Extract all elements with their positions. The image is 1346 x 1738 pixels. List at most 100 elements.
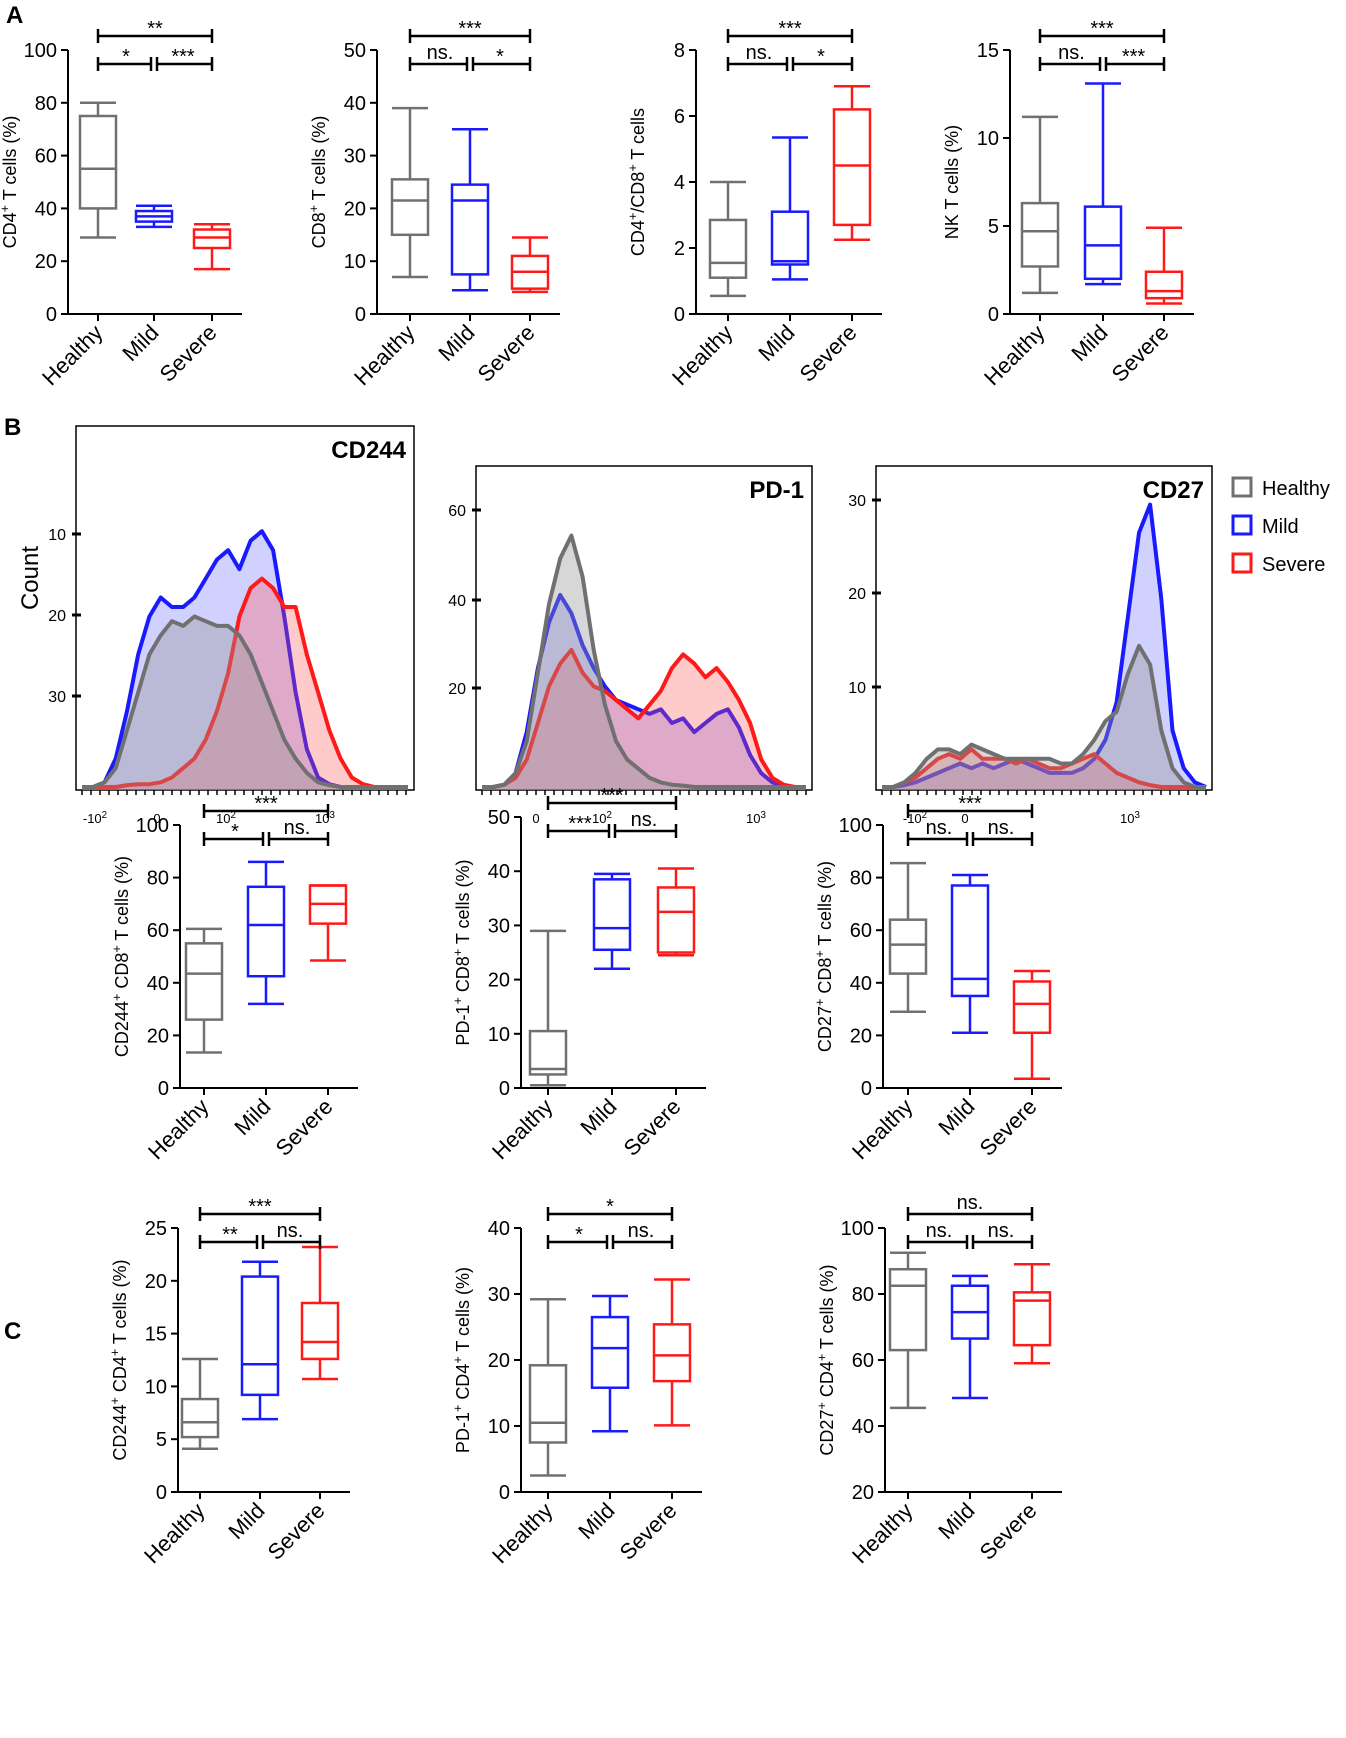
x-tick-label: Healthy xyxy=(487,1498,557,1568)
y-tick-label: 100 xyxy=(839,815,872,837)
y-axis-label: PD-1+ CD4+ T cells (%) xyxy=(451,1267,473,1453)
y-tick-label: 100 xyxy=(24,40,57,62)
legend-swatch-severe xyxy=(1231,552,1253,574)
histogram-title: CD244 xyxy=(331,437,406,464)
y-tick-label: 10 xyxy=(145,1376,167,1398)
box-healthy xyxy=(528,929,568,1087)
box-healthy xyxy=(390,106,430,279)
y-tick-label: 100 xyxy=(136,815,169,837)
y-tick-label: 20 xyxy=(35,251,57,273)
y-axis-label: CD8+ T cells (%) xyxy=(307,116,329,249)
y-tick-label: 30 xyxy=(48,689,66,706)
y-tick-label: 0 xyxy=(46,304,57,326)
box-severe xyxy=(832,85,872,241)
x-tick-label: 103 xyxy=(746,810,766,827)
box-iqr xyxy=(832,108,872,227)
y-tick-label: 80 xyxy=(852,1284,874,1306)
series-fill-mild xyxy=(882,504,1206,790)
y-tick-label: 60 xyxy=(35,146,57,168)
x-tick-label: Mild xyxy=(753,320,799,366)
y-tick-label: 40 xyxy=(35,198,57,220)
box-severe xyxy=(192,222,232,271)
box-severe xyxy=(652,1278,692,1427)
series-fill-severe xyxy=(482,649,806,790)
sig-label-right: *** xyxy=(171,46,195,68)
box-mild xyxy=(770,136,810,281)
y-tick-label: 4 xyxy=(674,172,685,194)
legend-label-healthy: Healthy xyxy=(1262,478,1330,500)
box-iqr xyxy=(1083,205,1123,281)
x-tick-label: Severe xyxy=(975,1498,1042,1565)
x-tick-label: 102 xyxy=(216,810,236,827)
sig-label-top: *** xyxy=(248,1196,272,1218)
box-iqr xyxy=(656,886,696,954)
significance-brackets xyxy=(546,796,678,838)
y-tick-label: 30 xyxy=(848,493,866,510)
box-iqr xyxy=(652,1323,692,1383)
box-iqr xyxy=(246,885,286,978)
x-tick-label: 103 xyxy=(315,810,335,827)
box-iqr xyxy=(1012,980,1052,1035)
x-tick-label: Mild xyxy=(1066,320,1112,366)
histogram-h1: 10 20 30 -102 0 102 103 CD244 xyxy=(48,425,415,827)
x-tick-label: Healthy xyxy=(979,320,1049,390)
series-line-severe xyxy=(482,647,806,789)
box-iqr xyxy=(390,178,430,237)
significance-brackets xyxy=(726,29,854,71)
sig-label-left: *** xyxy=(568,813,592,835)
sig-label-left: ns. xyxy=(746,42,773,64)
sig-label-top: *** xyxy=(600,785,624,807)
x-tick-label: Severe xyxy=(795,320,862,387)
y-tick-label: 80 xyxy=(850,868,872,890)
series-line-healthy xyxy=(482,533,806,789)
y-axis-label: CD4+/CD8+ T cells xyxy=(626,108,648,256)
sig-label-left: * xyxy=(122,46,130,68)
y-tick-label: 60 xyxy=(448,503,466,520)
x-tick-label: Severe xyxy=(1107,320,1174,387)
y-tick-label: 40 xyxy=(147,973,169,995)
box-severe xyxy=(1012,1263,1052,1365)
box-iqr xyxy=(1144,270,1184,300)
y-tick-label: 0 xyxy=(674,304,685,326)
y-tick-label: 0 xyxy=(499,1078,510,1100)
y-tick-label: 0 xyxy=(499,1482,510,1504)
x-tick-label: Healthy xyxy=(667,320,737,390)
legend: Healthy Mild Severe xyxy=(1231,476,1330,576)
x-tick-label: Healthy xyxy=(37,320,107,390)
box-mild xyxy=(592,872,632,971)
x-tick-label: 0 xyxy=(961,811,968,826)
x-tick-label: Severe xyxy=(263,1498,330,1565)
sig-label-right: * xyxy=(817,46,825,68)
sig-label-top: *** xyxy=(254,793,278,815)
y-tick-label: 60 xyxy=(850,920,872,942)
sig-label-top: ns. xyxy=(957,1192,984,1214)
sig-label-left: ns. xyxy=(1058,42,1085,64)
sig-label-top: ** xyxy=(147,18,163,40)
histogram-title: CD27 xyxy=(1143,477,1204,504)
x-tick-label: Mild xyxy=(933,1094,979,1140)
legend-label-severe: Severe xyxy=(1262,554,1325,576)
box-iqr xyxy=(590,1315,630,1389)
box-iqr xyxy=(300,1301,340,1361)
y-axis-label: PD-1+ CD8+ T cells (%) xyxy=(451,859,473,1045)
panel-letter-a: A xyxy=(6,2,24,29)
series-fill-mild xyxy=(82,531,408,790)
y-tick-label: 20 xyxy=(488,970,510,992)
sig-label-right: ns. xyxy=(284,817,311,839)
y-tick-label: 40 xyxy=(448,593,466,610)
y-tick-label: 15 xyxy=(977,40,999,62)
x-tick-label: Mild xyxy=(229,1094,275,1140)
sig-label-right: * xyxy=(496,46,504,68)
series-line-severe xyxy=(882,747,1206,789)
series-line-severe xyxy=(82,576,408,789)
box-iqr xyxy=(708,218,748,279)
legend-label-mild: Mild xyxy=(1262,516,1299,538)
y-tick-label: 10 xyxy=(48,527,66,544)
legend-swatch-mild xyxy=(1231,514,1253,536)
box-severe xyxy=(300,1245,340,1381)
x-tick-label: 103 xyxy=(1120,810,1140,827)
series-fill-severe xyxy=(82,578,408,790)
